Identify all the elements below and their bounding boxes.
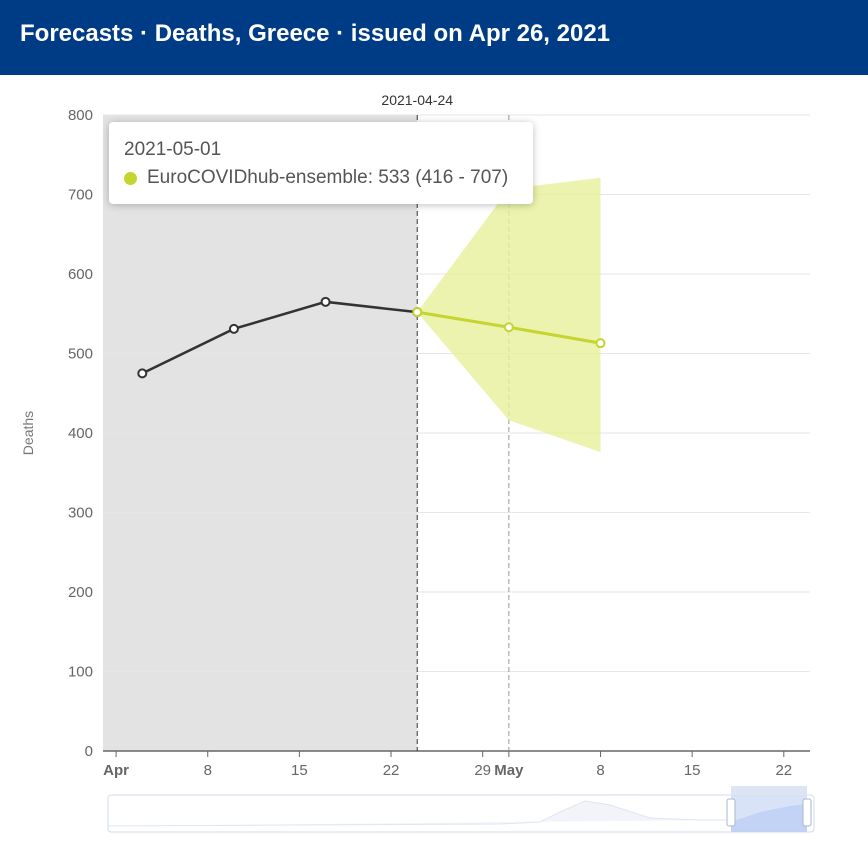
x-tick-label: Apr xyxy=(103,762,129,779)
x-tick-label: 8 xyxy=(204,762,212,779)
tooltip: 2021-05-01 EuroCOVIDhub-ensemble: 533 (4… xyxy=(109,122,533,204)
zoom-preview xyxy=(107,800,730,827)
tooltip-value: EuroCOVIDhub-ensemble: 533 (416 - 707) xyxy=(147,167,509,188)
x-tick-label: 15 xyxy=(684,762,701,779)
x-tick-label: 29 xyxy=(474,762,491,779)
observed-point xyxy=(320,296,331,307)
x-tick-label: 15 xyxy=(291,762,308,779)
forecast-date-label: 2021-04-24 xyxy=(381,92,453,108)
zoom-handle[interactable] xyxy=(726,798,736,827)
zoom-preview-selected xyxy=(731,804,807,832)
y-tick-label: 700 xyxy=(68,187,93,204)
page-title: Forecasts · Deaths, Greece · issued on A… xyxy=(0,0,868,75)
zoom-move-handle xyxy=(731,786,807,795)
y-tick-label: 600 xyxy=(68,266,93,283)
zoom-slider-track xyxy=(107,794,815,833)
x-tick-label: 22 xyxy=(775,762,792,779)
observed-point xyxy=(137,368,148,379)
y-tick-label: 0 xyxy=(85,743,93,760)
tooltip-date: 2021-05-01 xyxy=(124,139,222,160)
x-tick-label: 8 xyxy=(596,762,604,779)
forecast-point xyxy=(595,338,606,349)
y-axis-label: Deaths xyxy=(20,411,36,455)
y-tick-label: 500 xyxy=(68,346,93,363)
forecast-point xyxy=(503,322,514,333)
y-tick-label: 400 xyxy=(68,425,93,442)
observed-line xyxy=(141,300,418,375)
y-tick-label: 800 xyxy=(68,107,93,124)
forecast-point xyxy=(412,307,423,318)
y-tick-label: 100 xyxy=(68,664,93,681)
series-dot-icon xyxy=(124,171,137,185)
observed-point xyxy=(228,323,239,334)
x-tick-label: May xyxy=(494,762,524,779)
y-tick-label: 300 xyxy=(68,505,93,522)
y-tick-label: 200 xyxy=(68,584,93,601)
forecast-interval-band xyxy=(417,177,601,453)
zoom-handle[interactable] xyxy=(802,798,812,827)
x-tick-label: 22 xyxy=(383,762,400,779)
